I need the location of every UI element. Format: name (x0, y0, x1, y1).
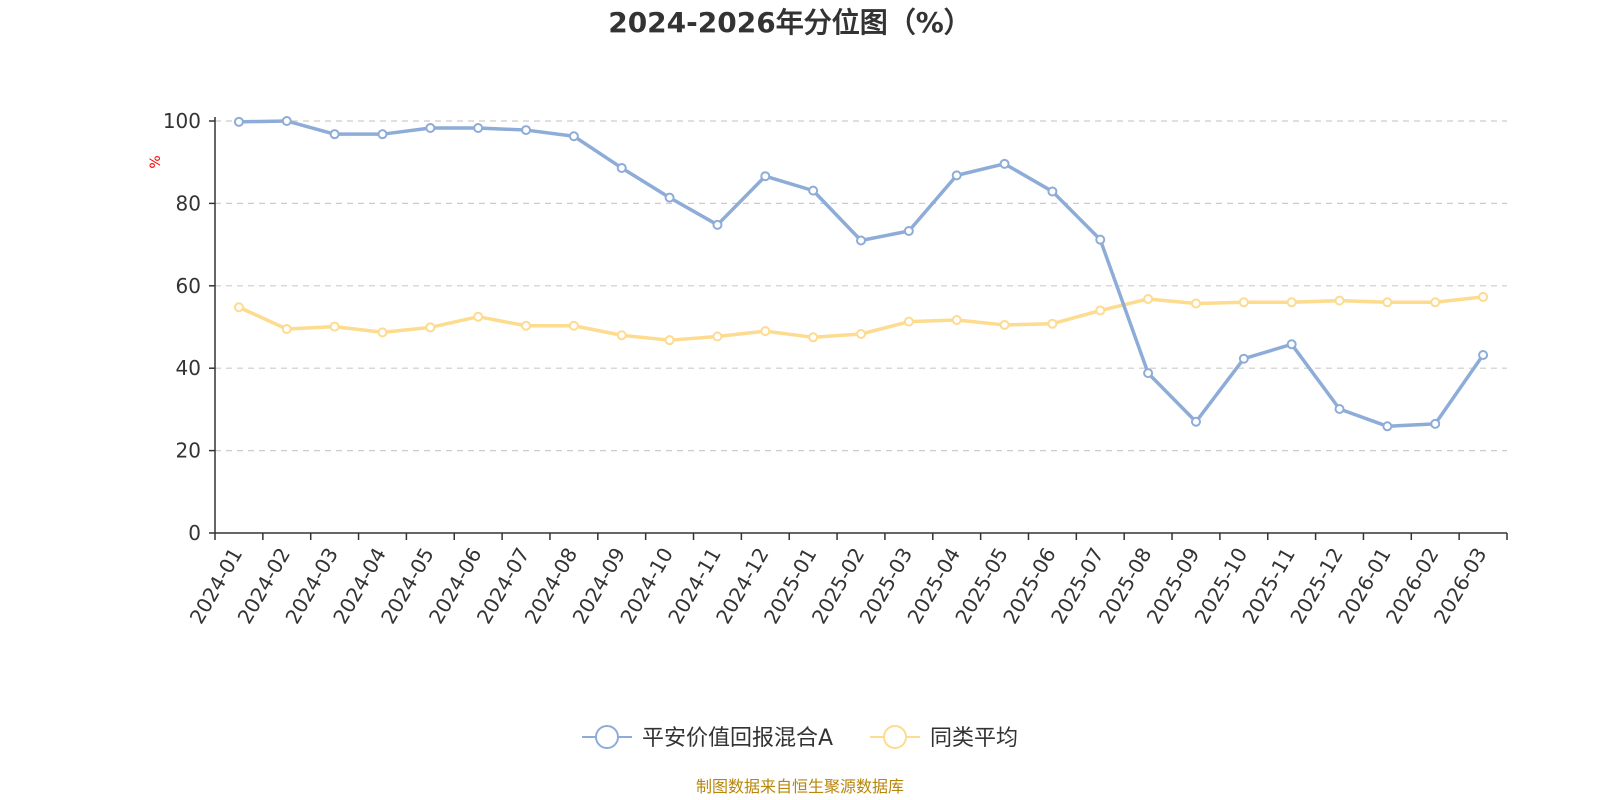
data-point[interactable] (712, 331, 723, 342)
data-point[interactable] (1190, 298, 1201, 309)
data-point[interactable] (1238, 297, 1249, 308)
y-tick-label: 60 (176, 274, 201, 298)
data-point[interactable] (233, 116, 244, 127)
data-point[interactable] (1047, 186, 1058, 197)
data-point[interactable] (856, 329, 866, 340)
y-tick-label: 0 (188, 521, 201, 545)
data-point[interactable] (951, 170, 962, 181)
data-point[interactable] (1286, 297, 1297, 308)
legend-label: 同类平均 (930, 726, 1018, 751)
legend[interactable]: 平安价值回报混合A 同类平均 (582, 725, 1018, 751)
data-point[interactable] (1286, 339, 1297, 350)
data-point[interactable] (568, 320, 579, 331)
data-point[interactable] (1382, 421, 1393, 432)
y-axis-unit-label: % (148, 155, 164, 168)
data-point[interactable] (281, 116, 292, 126)
data-point[interactable] (1238, 353, 1249, 364)
data-point[interactable] (999, 319, 1010, 330)
data-point[interactable] (425, 123, 436, 134)
data-point[interactable] (233, 302, 244, 313)
data-point[interactable] (951, 314, 962, 325)
data-point[interactable] (664, 192, 675, 203)
data-point[interactable] (664, 335, 675, 346)
series-1 (233, 291, 1489, 346)
grid-lines (215, 120, 1507, 452)
data-point[interactable] (808, 185, 819, 196)
data-point[interactable] (1143, 368, 1154, 379)
series-0 (233, 116, 1489, 432)
data-point[interactable] (568, 131, 579, 142)
data-point[interactable] (999, 158, 1010, 169)
data-point[interactable] (856, 235, 866, 246)
data-point[interactable] (377, 327, 388, 338)
data-point[interactable] (1430, 297, 1441, 308)
data-point[interactable] (473, 123, 484, 134)
data-point[interactable] (1095, 234, 1106, 245)
legend-item-0[interactable]: 平安价值回报混合A (582, 725, 833, 751)
y-tick-label: 80 (176, 191, 201, 215)
data-point[interactable] (1382, 297, 1393, 308)
series-line (238, 119, 1485, 429)
legend-marker (883, 725, 907, 749)
y-tick-label: 20 (176, 439, 201, 463)
data-source-note: 制图数据来自恒生聚源数据库 (696, 777, 904, 796)
data-point[interactable] (377, 129, 388, 140)
legend-label: 平安价值回报混合A (642, 726, 833, 751)
data-point[interactable] (281, 324, 292, 335)
data-point[interactable] (1334, 295, 1345, 306)
data-point[interactable] (903, 226, 914, 237)
y-tick-label: 40 (176, 356, 201, 380)
legend-item-1[interactable]: 同类平均 (870, 725, 1018, 751)
data-point[interactable] (473, 311, 484, 322)
data-point[interactable] (903, 316, 914, 327)
data-point[interactable] (616, 330, 627, 341)
data-point[interactable] (521, 125, 532, 136)
data-point[interactable] (1095, 305, 1106, 316)
data-point[interactable] (760, 326, 771, 337)
data-point[interactable] (329, 129, 340, 140)
data-point[interactable] (1334, 403, 1345, 414)
data-point[interactable] (1143, 293, 1154, 304)
data-point[interactable] (1190, 416, 1201, 427)
series-lines (233, 116, 1489, 432)
data-point[interactable] (808, 332, 819, 343)
data-point[interactable] (329, 321, 340, 332)
legend-marker (595, 725, 619, 749)
data-point[interactable] (760, 171, 771, 182)
data-point[interactable] (712, 219, 723, 230)
data-point[interactable] (521, 320, 532, 331)
y-tick-label: 100 (163, 109, 201, 133)
data-point[interactable] (1047, 318, 1058, 329)
data-point[interactable] (1478, 350, 1489, 361)
chart-title: 2024-2026年分位图（%） (608, 6, 972, 39)
data-point[interactable] (425, 322, 436, 333)
data-point[interactable] (1478, 291, 1489, 302)
data-point[interactable] (1430, 418, 1441, 429)
data-point[interactable] (616, 162, 627, 173)
